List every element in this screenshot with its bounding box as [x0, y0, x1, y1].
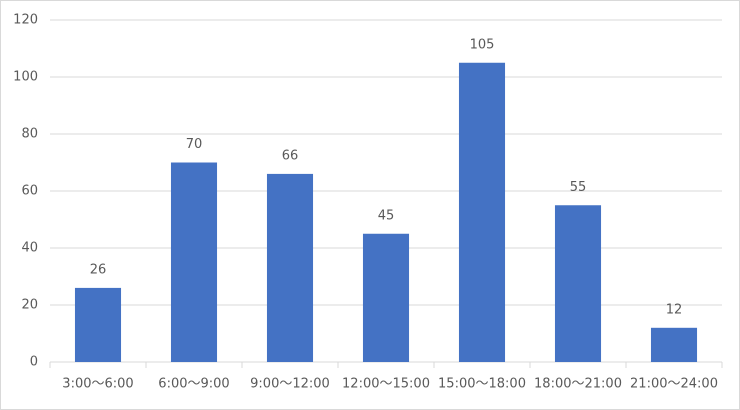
y-tick-label: 40	[21, 241, 38, 256]
x-tick-label: 18:00～21:00	[534, 377, 622, 392]
x-tick-label: 9:00～12:00	[250, 377, 330, 392]
data-label: 66	[282, 148, 299, 163]
y-tick-label: 0	[30, 355, 38, 370]
data-label: 70	[186, 137, 203, 152]
x-tick-label: 21:00～24:00	[630, 377, 718, 392]
data-label: 55	[570, 180, 587, 195]
x-tick-label: 3:00～6:00	[62, 377, 133, 392]
bar	[266, 173, 314, 362]
y-tick-label: 80	[21, 127, 38, 142]
y-tick-label: 120	[13, 13, 38, 28]
bar	[554, 205, 602, 362]
x-tick-label: 15:00～18:00	[438, 377, 526, 392]
data-label: 12	[666, 302, 683, 317]
bar	[74, 287, 122, 362]
bar	[458, 62, 506, 362]
bar	[170, 162, 218, 362]
y-tick-label: 60	[21, 184, 38, 199]
data-label: 26	[90, 262, 107, 277]
bar	[650, 327, 698, 362]
bar	[362, 233, 410, 362]
data-label: 45	[378, 208, 395, 223]
data-label: 105	[470, 37, 495, 52]
y-tick-label: 20	[21, 298, 38, 313]
x-tick-label: 12:00～15:00	[342, 377, 430, 392]
y-tick-label: 100	[13, 70, 38, 85]
x-tick-label: 6:00～9:00	[158, 377, 229, 392]
